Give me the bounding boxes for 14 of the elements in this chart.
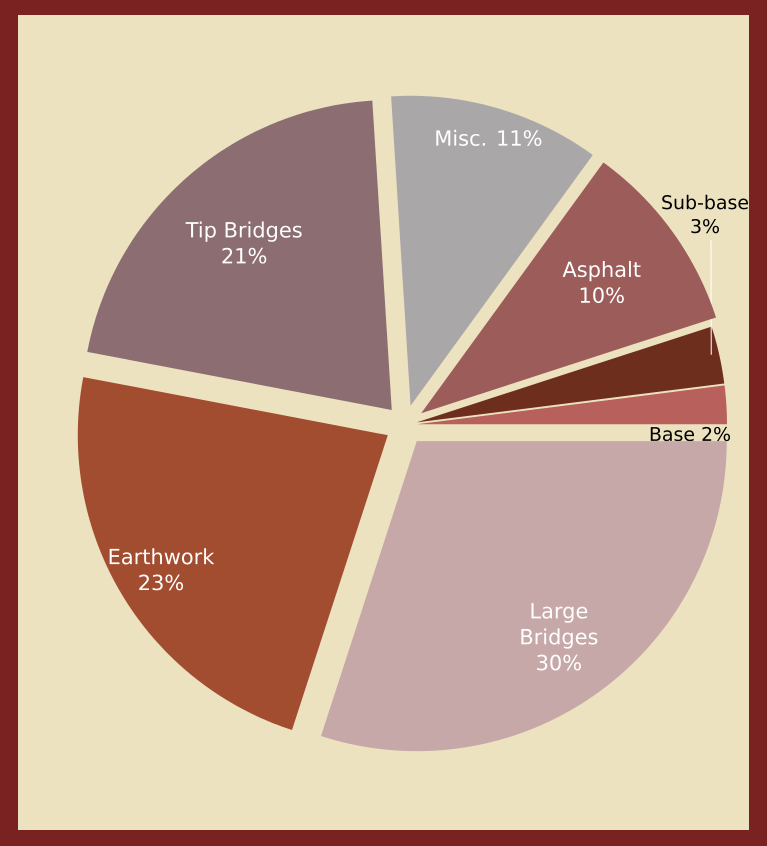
slice-label: Asphalt [562, 261, 641, 282]
slice-label: Base [650, 427, 694, 442]
data-label: 10% [580, 287, 624, 304]
data-label: 21% [222, 248, 266, 264]
slice-label: Misc. [436, 130, 485, 146]
data-label: 3% [691, 218, 719, 234]
slice-label: Tip Bridges [186, 222, 302, 242]
data-label: 30% [537, 654, 581, 670]
data-label: 23% [139, 574, 184, 590]
slice-label: Sub-base [662, 194, 748, 210]
slice-label: Large Bridges [521, 603, 598, 649]
slice-label: Earthwork [110, 548, 214, 564]
data-label: 2% [702, 426, 730, 442]
data-label: 11% [498, 130, 542, 146]
